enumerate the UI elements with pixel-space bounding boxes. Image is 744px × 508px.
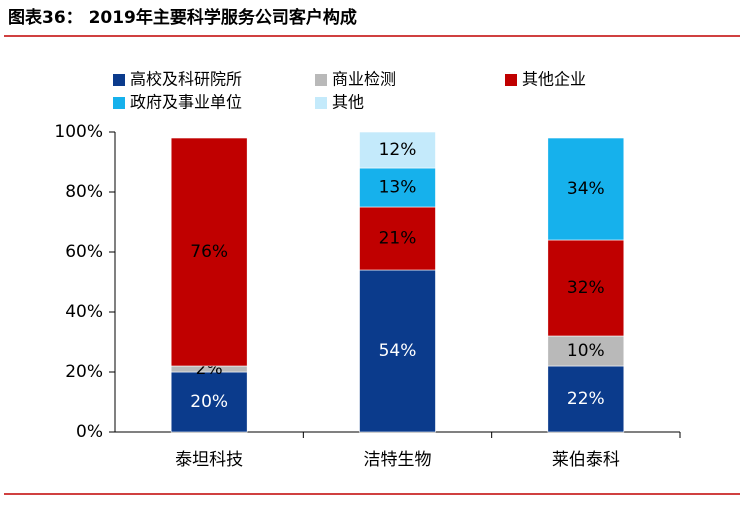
x-tick-label: 泰坦科技 (175, 450, 243, 470)
legend-label: 其他 (332, 93, 364, 112)
legend-swatch (505, 74, 517, 86)
bar-segment (170, 137, 248, 367)
legend-swatch (113, 97, 125, 109)
bar-segment (170, 371, 248, 433)
legend-swatch (113, 74, 125, 86)
legend-label: 其他企业 (522, 70, 586, 89)
bar-segment (547, 365, 625, 433)
x-tick-label: 洁特生物 (364, 450, 432, 470)
legend-label: 商业检测 (332, 70, 396, 89)
data-label: 76% (190, 242, 228, 262)
bar-segment (547, 239, 625, 337)
bar-segment (359, 167, 436, 208)
y-tick-label: 40% (65, 302, 103, 322)
legend-label: 高校及科研院所 (130, 70, 242, 89)
legend-swatch (315, 97, 327, 109)
data-label: 32% (567, 278, 605, 298)
bar-segment (359, 131, 436, 169)
legend-label: 政府及事业单位 (130, 93, 242, 112)
y-tick-label: 80% (65, 182, 103, 202)
bar-segment (359, 206, 436, 271)
y-tick-label: 20% (65, 362, 103, 382)
x-tick-label: 莱伯泰科 (552, 450, 620, 470)
data-label: 10% (567, 341, 605, 361)
data-label: 22% (567, 389, 605, 409)
data-label: 20% (190, 392, 228, 412)
y-tick-label: 60% (65, 242, 103, 262)
chart-title: 图表36： 2019年主要科学服务公司客户构成 (8, 7, 357, 28)
data-label: 21% (379, 229, 417, 249)
legend-swatch (315, 74, 327, 86)
y-tick-label: 0% (76, 422, 103, 442)
bar-segment (547, 137, 625, 241)
data-label: 34% (567, 179, 605, 199)
data-label: 13% (379, 178, 417, 198)
y-tick-label: 100% (54, 122, 103, 142)
data-label: 12% (379, 140, 417, 160)
data-label: 54% (379, 341, 417, 361)
